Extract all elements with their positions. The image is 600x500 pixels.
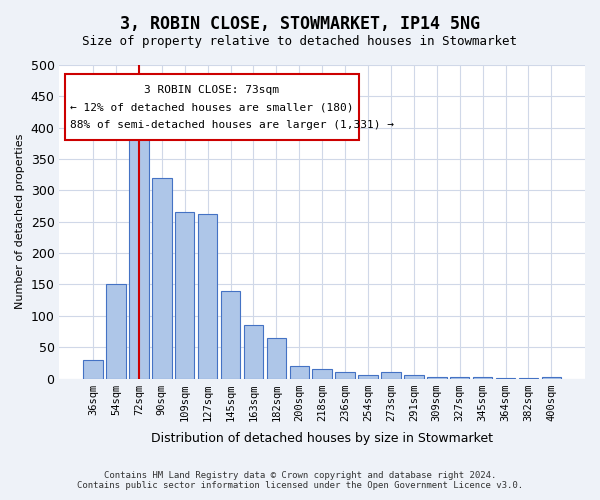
Text: 3 ROBIN CLOSE: 73sqm: 3 ROBIN CLOSE: 73sqm xyxy=(145,86,280,96)
Text: 3, ROBIN CLOSE, STOWMARKET, IP14 5NG: 3, ROBIN CLOSE, STOWMARKET, IP14 5NG xyxy=(120,15,480,33)
Bar xyxy=(198,214,217,378)
Bar xyxy=(473,376,493,378)
Bar xyxy=(542,376,561,378)
Text: Contains HM Land Registry data © Crown copyright and database right 2024.
Contai: Contains HM Land Registry data © Crown c… xyxy=(77,470,523,490)
Bar xyxy=(335,372,355,378)
Bar xyxy=(175,212,194,378)
Bar xyxy=(381,372,401,378)
Bar xyxy=(244,325,263,378)
X-axis label: Distribution of detached houses by size in Stowmarket: Distribution of detached houses by size … xyxy=(151,432,493,445)
Bar xyxy=(313,369,332,378)
Text: 88% of semi-detached houses are larger (1,331) →: 88% of semi-detached houses are larger (… xyxy=(70,120,394,130)
Text: ← 12% of detached houses are smaller (180): ← 12% of detached houses are smaller (18… xyxy=(70,102,353,113)
Bar xyxy=(358,376,378,378)
Text: Size of property relative to detached houses in Stowmarket: Size of property relative to detached ho… xyxy=(83,35,517,48)
Bar xyxy=(404,376,424,378)
Bar xyxy=(83,360,103,378)
Bar xyxy=(290,366,309,378)
Bar xyxy=(106,284,126,378)
Bar xyxy=(152,178,172,378)
Y-axis label: Number of detached properties: Number of detached properties xyxy=(15,134,25,310)
Bar xyxy=(266,338,286,378)
Bar xyxy=(450,376,469,378)
Bar xyxy=(221,290,240,378)
Bar xyxy=(129,118,149,378)
Bar xyxy=(427,376,446,378)
FancyBboxPatch shape xyxy=(65,74,359,140)
